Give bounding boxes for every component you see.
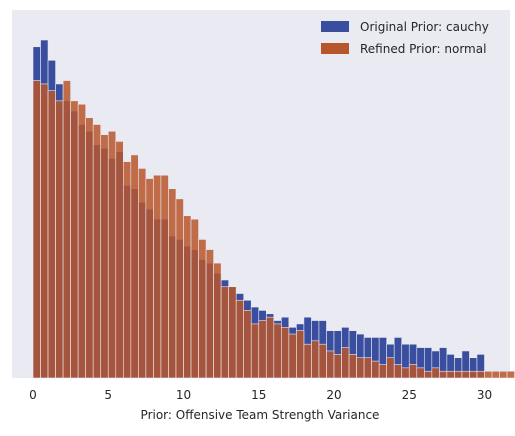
histogram-bar [56,101,64,378]
x-tick-label: 10 [176,388,191,402]
histogram-bar [326,351,334,378]
histogram-bar [259,321,267,378]
histogram-bar [432,368,440,378]
histogram-bar [123,162,131,378]
histogram-bar [101,135,109,378]
histogram-bar [469,371,477,378]
histogram-bar [71,101,79,378]
x-axis-label: Prior: Offensive Team Strength Variance [141,408,380,422]
legend-swatch-refined [321,43,349,54]
histogram-bar [342,348,350,378]
histogram-bar [214,263,222,378]
histogram-bar [409,364,417,378]
histogram-bar [500,371,508,378]
histogram-bar [357,358,365,378]
histogram-bar [319,344,327,378]
histogram-bar [236,300,244,378]
histogram-bar [251,324,259,378]
histogram-bar [229,287,237,378]
histogram-bar [296,331,304,378]
histogram-bar [146,179,154,378]
histogram-bar [394,364,402,378]
histogram-bar [485,371,493,378]
histogram-bar [176,199,184,378]
x-axis-ticks: 0 5 10 15 20 25 30 [29,388,492,402]
legend-swatch-original [321,21,349,32]
histogram-bar [507,371,515,378]
histogram-bar [184,216,192,378]
histogram-bar [349,354,357,378]
histogram-bar [93,125,101,379]
histogram-bar [191,219,199,378]
histogram-bar [274,324,282,378]
histogram-bar [424,371,432,378]
histogram-bar [304,344,312,378]
histogram-bar [33,81,41,378]
histogram-bar [266,317,274,378]
histogram-bar [311,341,319,378]
x-tick-label: 15 [251,388,266,402]
legend-label-original: Original Prior: cauchy [360,20,489,34]
histogram-bar [206,250,214,378]
histogram-bar [131,155,139,378]
histogram-bar [199,239,207,378]
x-tick-label: 5 [104,388,112,402]
histogram-bar [86,118,94,378]
x-tick-label: 20 [326,388,341,402]
histogram-bar [462,371,470,378]
histogram-bar [417,368,425,378]
histogram-bar [334,354,342,378]
histogram-bar [63,81,71,378]
histogram-bar [153,175,161,378]
histogram-bar [379,364,387,378]
histogram-bar [48,91,56,378]
histogram-bar [78,104,86,378]
histogram-bar [387,358,395,378]
histogram-bar [221,287,229,378]
histogram-bar [289,334,297,378]
histogram-bar [447,371,455,378]
histogram-bar [138,168,146,378]
histogram-bar [244,310,252,378]
x-tick-label: 25 [402,388,417,402]
histogram-bar [477,371,485,378]
histogram-bar [372,361,380,378]
legend-label-refined: Refined Prior: normal [360,42,486,56]
histogram-bar [364,358,372,378]
histogram-bar [168,189,176,378]
histogram-bar [108,131,116,378]
x-tick-label: 0 [29,388,37,402]
histogram-bar [116,141,124,378]
histogram-bar [492,371,500,378]
histogram-bar [402,368,410,378]
histogram-bar [454,371,462,378]
histogram-bar [161,175,169,378]
histogram-bar [281,327,289,378]
x-tick-label: 30 [477,388,492,402]
histogram-bar [439,371,447,378]
histogram-bar [41,84,49,378]
